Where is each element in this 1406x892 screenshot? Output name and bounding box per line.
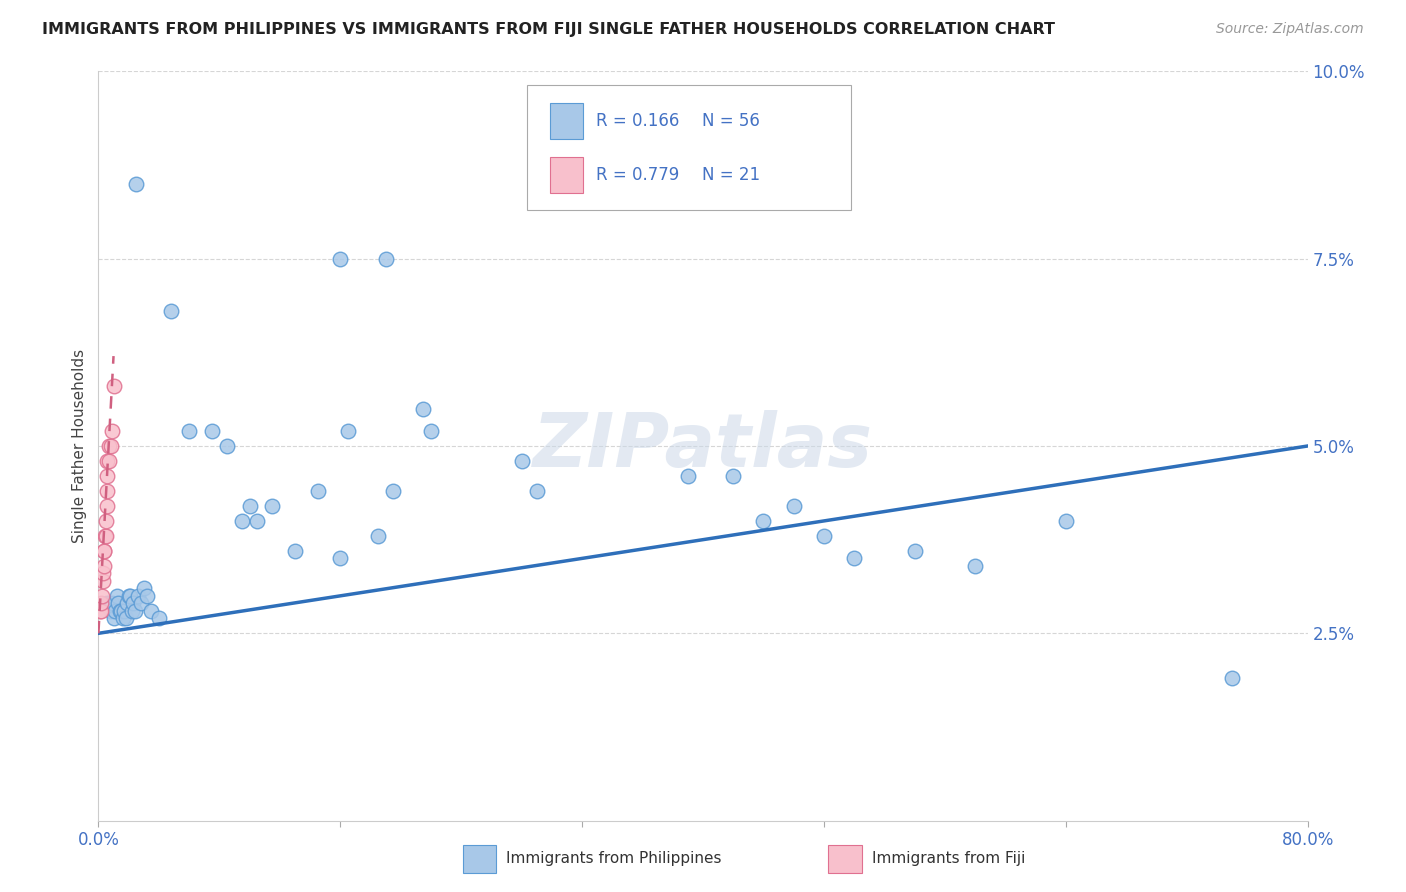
Text: R = 0.779: R = 0.779 bbox=[596, 166, 679, 184]
Y-axis label: Single Father Households: Single Father Households bbox=[72, 349, 87, 543]
Text: Immigrants from Fiji: Immigrants from Fiji bbox=[872, 852, 1025, 866]
Point bbox=[129, 596, 152, 610]
Point bbox=[104, 604, 127, 618]
Point bbox=[127, 589, 149, 603]
Point bbox=[1220, 671, 1243, 685]
Point bbox=[114, 611, 136, 625]
Point bbox=[90, 604, 112, 618]
Point bbox=[118, 589, 141, 603]
Point bbox=[96, 454, 118, 468]
Point bbox=[201, 424, 224, 438]
Point bbox=[110, 604, 132, 618]
Text: IMMIGRANTS FROM PHILIPPINES VS IMMIGRANTS FROM FIJI SINGLE FATHER HOUSEHOLDS COR: IMMIGRANTS FROM PHILIPPINES VS IMMIGRANT… bbox=[42, 22, 1054, 37]
Point bbox=[752, 514, 775, 528]
Point bbox=[100, 439, 122, 453]
Point bbox=[100, 604, 122, 618]
Point bbox=[329, 551, 352, 566]
Text: R = 0.166: R = 0.166 bbox=[596, 112, 679, 130]
Point bbox=[284, 544, 307, 558]
Point bbox=[676, 469, 699, 483]
Point bbox=[723, 469, 745, 483]
Text: N = 56: N = 56 bbox=[702, 112, 759, 130]
Point bbox=[239, 499, 262, 513]
Point bbox=[374, 252, 396, 266]
Text: N = 21: N = 21 bbox=[702, 166, 759, 184]
Point bbox=[103, 611, 125, 625]
Point bbox=[904, 544, 927, 558]
Point bbox=[111, 611, 134, 625]
Point bbox=[526, 483, 548, 498]
Point bbox=[336, 424, 359, 438]
Point bbox=[179, 424, 201, 438]
Point bbox=[96, 596, 118, 610]
Point bbox=[121, 604, 143, 618]
Point bbox=[135, 589, 157, 603]
Point bbox=[93, 544, 115, 558]
Point bbox=[367, 529, 389, 543]
Point bbox=[91, 589, 114, 603]
Point bbox=[103, 379, 125, 393]
Point bbox=[98, 596, 121, 610]
Point bbox=[141, 604, 163, 618]
Point bbox=[132, 582, 155, 596]
Point bbox=[246, 514, 269, 528]
Point bbox=[813, 529, 835, 543]
Point bbox=[107, 596, 129, 610]
Point bbox=[91, 574, 114, 588]
Point bbox=[98, 439, 121, 453]
Point bbox=[105, 589, 128, 603]
Point bbox=[510, 454, 533, 468]
Text: Source: ZipAtlas.com: Source: ZipAtlas.com bbox=[1216, 22, 1364, 37]
Point bbox=[96, 499, 118, 513]
Point bbox=[112, 604, 135, 618]
Point bbox=[215, 439, 238, 453]
Point bbox=[101, 424, 124, 438]
Point bbox=[93, 544, 115, 558]
Point bbox=[307, 483, 329, 498]
Point bbox=[93, 558, 115, 573]
Point bbox=[329, 252, 352, 266]
Point bbox=[96, 469, 118, 483]
Point bbox=[262, 499, 284, 513]
Point bbox=[120, 589, 142, 603]
Point bbox=[96, 483, 118, 498]
Point bbox=[125, 177, 148, 191]
Point bbox=[420, 424, 443, 438]
Point bbox=[231, 514, 253, 528]
Point bbox=[783, 499, 806, 513]
Point bbox=[122, 596, 145, 610]
Point bbox=[94, 529, 117, 543]
Point bbox=[382, 483, 405, 498]
Point bbox=[94, 529, 117, 543]
Point bbox=[148, 611, 170, 625]
Point bbox=[844, 551, 866, 566]
Point bbox=[965, 558, 987, 573]
Point bbox=[89, 604, 111, 618]
Point bbox=[124, 604, 146, 618]
Point bbox=[90, 596, 112, 610]
Point bbox=[1054, 514, 1077, 528]
Point bbox=[115, 596, 138, 610]
Text: Immigrants from Philippines: Immigrants from Philippines bbox=[506, 852, 721, 866]
Point bbox=[108, 604, 131, 618]
Point bbox=[98, 454, 121, 468]
Text: ZIPatlas: ZIPatlas bbox=[533, 409, 873, 483]
Point bbox=[94, 514, 117, 528]
Point bbox=[101, 596, 124, 610]
Point bbox=[91, 566, 114, 581]
Point bbox=[412, 401, 434, 416]
Point bbox=[160, 304, 183, 318]
